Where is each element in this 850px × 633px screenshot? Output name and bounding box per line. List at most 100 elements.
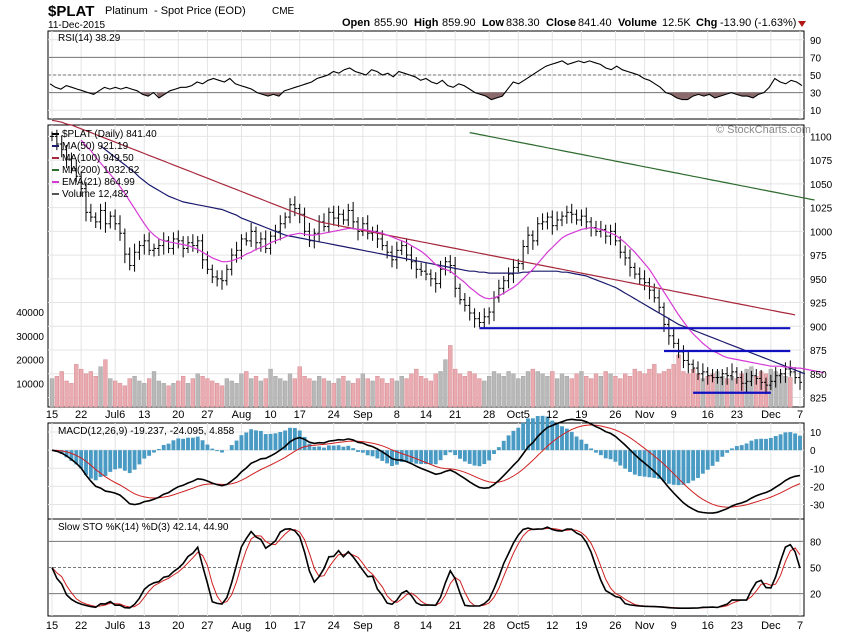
volume-tick-label: 10000 <box>16 379 44 390</box>
volume-bar <box>234 383 239 408</box>
volume-bar <box>496 373 501 408</box>
macd-histogram-bar <box>720 450 725 457</box>
volume-bar <box>618 378 623 408</box>
price-bar <box>798 370 802 390</box>
macd-histogram-bar <box>676 450 681 486</box>
x-tick-label-bottom: Sep <box>353 620 373 632</box>
price-bar <box>662 302 666 332</box>
volume-label: Volume <box>618 17 657 29</box>
x-tick-label: 26 <box>609 409 621 421</box>
ma100-line <box>51 119 796 316</box>
macd-histogram-bar <box>336 445 341 451</box>
macd-histogram-bar <box>297 430 302 451</box>
price-bar <box>93 212 98 229</box>
volume-bar <box>603 371 608 408</box>
x-tick-label: 10 <box>264 409 276 421</box>
macd-histogram-bar <box>84 450 88 475</box>
macd-histogram-bar <box>768 437 773 451</box>
price-bar <box>98 203 103 230</box>
volume-bar <box>535 371 540 408</box>
volume-bar <box>686 373 691 408</box>
volume-bar <box>389 378 395 408</box>
macd-histogram-bar <box>326 445 331 451</box>
x-tick-label-bottom: 7 <box>797 620 803 632</box>
price-bar <box>584 207 589 230</box>
x-tick-label: 22 <box>75 409 87 421</box>
legend-swatch <box>52 133 59 135</box>
macd-histogram-bar <box>492 450 496 454</box>
watermark: © StockCharts.com <box>716 124 811 136</box>
volume-bar <box>506 371 511 408</box>
chart-header: $PLAT Platinum - Spot Price (EOD) CME 11… <box>48 3 806 31</box>
macd-histogram-bar <box>244 432 249 451</box>
volume-bar <box>370 380 375 408</box>
volume-bar <box>326 380 331 408</box>
x-tick-label: 13 <box>138 409 150 421</box>
volume-bar <box>627 376 633 408</box>
volume-bar <box>365 378 370 408</box>
x-tick-label: 21 <box>449 409 461 421</box>
close-label: Close <box>546 17 576 29</box>
macd-histogram-bar <box>419 450 424 465</box>
macd-histogram-bar <box>137 450 142 465</box>
macd-tick-label: -10 <box>810 464 825 475</box>
volume-bar <box>54 376 60 408</box>
price-bar <box>467 296 472 321</box>
macd-histogram-bar <box>584 443 589 451</box>
macd-histogram-bar <box>705 450 710 470</box>
open-value: 855.90 <box>374 17 408 29</box>
volume-bar <box>443 359 448 408</box>
price-bar <box>715 369 720 384</box>
volume-bar <box>613 376 618 408</box>
macd-label: MACD(12,26,9) -19.237, -24.095, 4.858 <box>58 426 235 437</box>
price-bar <box>127 247 132 271</box>
macd-histogram-bar <box>725 450 730 453</box>
macd-histogram-bar <box>210 448 215 451</box>
price-tick-label: 1025 <box>810 204 833 215</box>
price-bar <box>540 213 545 230</box>
macd-histogram-bar <box>302 436 307 451</box>
price-tick-label: 1000 <box>810 227 833 238</box>
high-label: High <box>414 17 439 29</box>
volume-bar <box>351 383 356 408</box>
volume-bar <box>788 377 793 408</box>
volume-bar <box>156 380 162 408</box>
price-bar <box>118 215 122 241</box>
price-bar <box>224 264 229 286</box>
x-tick-label-bottom: 16 <box>702 620 714 632</box>
volume-bar <box>273 376 278 408</box>
macd-histogram-bar <box>176 438 181 451</box>
price-bar <box>657 289 662 314</box>
price-bar <box>759 369 764 390</box>
macd-histogram-bar <box>759 438 764 451</box>
price-bar <box>113 209 118 230</box>
macd-histogram-bar <box>623 450 628 469</box>
price-bar <box>409 246 414 270</box>
volume-bar <box>137 380 142 408</box>
rsi-line <box>49 60 803 101</box>
macd-histogram-bar <box>448 450 453 453</box>
volume-bar <box>385 383 390 408</box>
price-bar <box>501 275 506 295</box>
macd-histogram-bar <box>618 450 623 466</box>
macd-histogram-bar <box>181 438 186 451</box>
price-bar <box>166 236 171 254</box>
volume-bar <box>661 371 667 408</box>
legend-entry: $PLAT (Daily) 841.40 <box>62 129 157 140</box>
volume-bar <box>69 383 74 408</box>
price-bar <box>710 369 715 383</box>
quote-date: 11-Dec-2015 <box>48 20 106 31</box>
price-bar <box>356 217 360 241</box>
macd-histogram-bar <box>414 450 419 464</box>
macd-histogram-bar <box>147 450 152 456</box>
legend-swatch <box>52 193 59 195</box>
volume-bar <box>195 373 200 408</box>
macd-histogram-bar <box>152 450 156 453</box>
macd-histogram-bar <box>569 431 574 451</box>
x-tick-label: 28 <box>483 409 495 421</box>
macd-histogram-bar <box>691 450 696 481</box>
macd-histogram-bar <box>278 431 283 451</box>
x-tick-label-bottom: 27 <box>201 620 213 632</box>
volume-value: 12.5K <box>662 17 691 29</box>
